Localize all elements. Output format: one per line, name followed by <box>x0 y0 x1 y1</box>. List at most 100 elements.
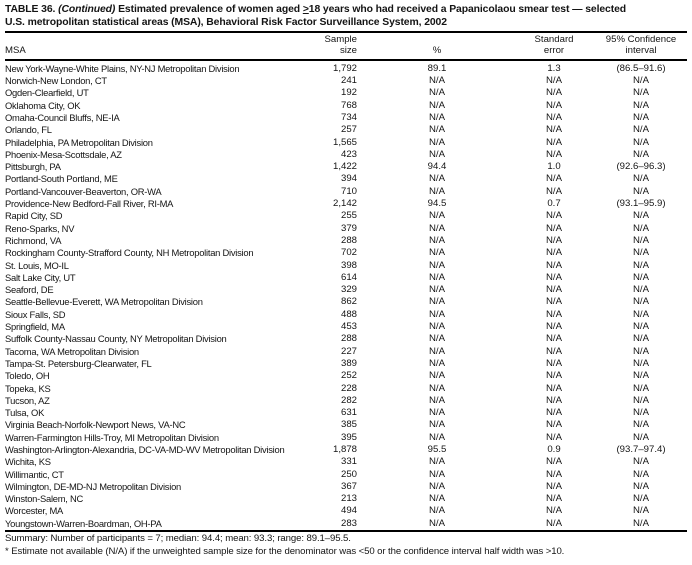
cell-msa: Willimantic, CT <box>5 468 64 480</box>
cell-sample: 250 <box>340 468 357 480</box>
cell-pct: N/A <box>429 259 445 271</box>
cell-msa: Tulsa, OK <box>5 407 45 419</box>
table-row: Sioux Falls, SD 488 N/A N/A N/A <box>5 309 687 321</box>
cell-se: N/A <box>546 124 562 136</box>
table-row: Winston-Salem, NC 213 N/A N/A N/A <box>5 493 687 505</box>
table-row: Orlando, FL 257 N/A N/A N/A <box>5 124 687 136</box>
cell-ci: N/A <box>633 284 649 296</box>
table-row: Norwich-New London, CT 241 N/A N/A N/A <box>5 75 687 87</box>
cell-sample: 379 <box>340 222 357 234</box>
column-header-se-line1: Standard <box>534 34 574 46</box>
cell-se: 0.9 <box>547 443 561 455</box>
cell-se: N/A <box>546 480 562 492</box>
table-row: New York-Wayne-White Plains, NY-NJ Metro… <box>5 60 687 75</box>
cell-pct: N/A <box>429 247 445 259</box>
cell-msa: St. Louis, MO-IL <box>5 259 69 271</box>
cell-ci: (86.5–91.6) <box>616 62 666 74</box>
table-row: Seaford, DE 329 N/A N/A N/A <box>5 284 687 296</box>
cell-sample: 367 <box>340 480 357 492</box>
cell-se: N/A <box>546 247 562 259</box>
table-body: New York-Wayne-White Plains, NY-NJ Metro… <box>5 60 687 531</box>
cell-ci: N/A <box>633 493 649 505</box>
table-row: Reno-Sparks, NV 379 N/A N/A N/A <box>5 223 687 235</box>
cell-se: N/A <box>546 456 562 468</box>
table-row: Worcester, MA 494 N/A N/A N/A <box>5 505 687 517</box>
cell-pct: N/A <box>429 87 445 99</box>
cell-sample: 283 <box>340 517 357 529</box>
cell-se: N/A <box>546 75 562 87</box>
table-row: Portland-South Portland, ME 394 N/A N/A N/A <box>5 173 687 185</box>
cell-sample: 394 <box>340 173 357 185</box>
table-row: Ogden-Clearfield, UT 192 N/A N/A N/A <box>5 87 687 99</box>
cell-sample: 734 <box>340 111 357 123</box>
cell-sample: 282 <box>340 394 357 406</box>
cell-se: N/A <box>546 468 562 480</box>
cell-pct: N/A <box>429 222 445 234</box>
cell-ci: N/A <box>633 357 649 369</box>
cell-msa: Springfield, MA <box>5 321 65 333</box>
cell-ci: N/A <box>633 173 649 185</box>
cell-ci: N/A <box>633 259 649 271</box>
cell-se: N/A <box>546 419 562 431</box>
cell-ci: N/A <box>633 456 649 468</box>
cell-msa: Toledo, OH <box>5 370 50 382</box>
table-row: Omaha-Council Bluffs, NE-IA 734 N/A N/A N/A <box>5 112 687 124</box>
table-title: TABLE 36. (Continued) Estimated prevalen… <box>5 4 687 34</box>
cell-se: N/A <box>546 505 562 517</box>
cell-msa: Tacoma, WA Metropolitan Division <box>5 345 139 357</box>
cell-msa: Tampa-St. Petersburg-Clearwater, FL <box>5 357 152 369</box>
cell-pct: N/A <box>429 124 445 136</box>
summary-line: Summary: Number of participants = 7; med… <box>5 533 351 545</box>
cell-pct: 95.5 <box>427 443 447 455</box>
cell-sample: 494 <box>340 505 357 517</box>
cell-pct: N/A <box>429 296 445 308</box>
cell-sample: 389 <box>340 357 357 369</box>
table-title-line2: U.S. metropolitan statistical areas (MSA… <box>5 16 447 28</box>
cell-msa: Philadelphia, PA Metropolitan Division <box>5 136 153 148</box>
cell-ci: N/A <box>633 136 649 148</box>
cell-sample: 288 <box>340 333 357 345</box>
cell-se: N/A <box>546 271 562 283</box>
cell-msa: Washington-Arlington-Alexandria, DC-VA-M… <box>5 443 285 455</box>
cell-pct: N/A <box>429 357 445 369</box>
table-row: Rapid City, SD 255 N/A N/A N/A <box>5 210 687 222</box>
cell-ci: N/A <box>633 517 649 529</box>
cell-ci: N/A <box>633 333 649 345</box>
cell-pct: N/A <box>429 493 445 505</box>
cell-se: N/A <box>546 210 562 222</box>
cell-se: N/A <box>546 111 562 123</box>
cell-sample: 710 <box>340 185 357 197</box>
cell-sample: 395 <box>340 431 357 443</box>
cell-sample: 257 <box>340 124 357 136</box>
table-row: Portland-Vancouver-Beaverton, OR-WA 710 N/… <box>5 186 687 198</box>
header-row: MSA Sample size % Standard error 95% Con… <box>5 33 687 61</box>
cell-pct: N/A <box>429 111 445 123</box>
cell-msa: Pittsburgh, PA <box>5 161 61 173</box>
table-row: Wilmington, DE-MD-NJ Metropolitan Divisi… <box>5 481 687 493</box>
table-row: Rockingham County-Strafford County, NH M… <box>5 247 687 259</box>
cell-ci: N/A <box>633 296 649 308</box>
cell-ci: N/A <box>633 505 649 517</box>
cell-msa: Salt Lake City, UT <box>5 271 76 283</box>
cell-se: N/A <box>546 222 562 234</box>
cell-pct: N/A <box>429 382 445 394</box>
column-header-sample-line1: Sample <box>324 34 357 46</box>
cell-ci: N/A <box>633 370 649 382</box>
table-row: Seattle-Bellevue-Everett, WA Metropolita… <box>5 296 687 308</box>
cell-msa: Wilmington, DE-MD-NJ Metropolitan Divisi… <box>5 480 182 492</box>
cell-se: N/A <box>546 333 562 345</box>
gte-symbol: > <box>302 4 309 15</box>
cell-sample: 331 <box>340 456 357 468</box>
cell-se: N/A <box>546 234 562 246</box>
cell-sample: 255 <box>340 210 357 222</box>
cell-ci: N/A <box>633 468 649 480</box>
table-row: Providence-New Bedford-Fall River, RI-MA… <box>5 198 687 210</box>
cell-msa: Ogden-Clearfield, UT <box>5 87 89 99</box>
table-row: Philadelphia, PA Metropolitan Division 1,… <box>5 137 687 149</box>
table-row: Pittsburgh, PA 1,422 94.4 1.0 (92.6–96.3) <box>5 161 687 173</box>
table-title-label: TABLE 36. <box>5 4 59 15</box>
cell-sample: 631 <box>340 407 357 419</box>
cell-sample: 862 <box>340 296 357 308</box>
cell-pct: N/A <box>429 321 445 333</box>
cell-msa: Rockingham County-Strafford County, NH M… <box>5 247 254 259</box>
